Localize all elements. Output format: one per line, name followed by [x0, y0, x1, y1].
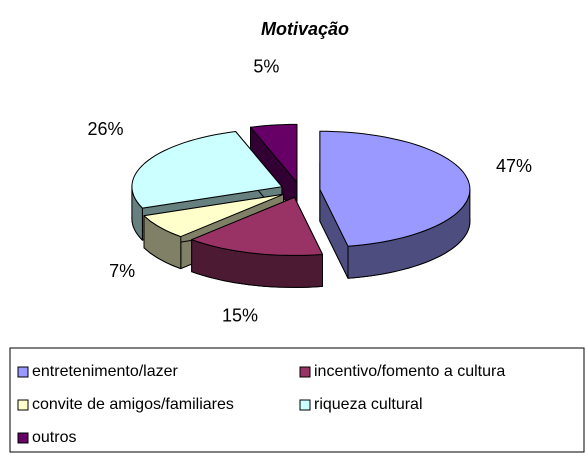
legend-swatch	[17, 399, 29, 411]
data-label: 5%	[253, 56, 279, 76]
legend-swatch	[17, 366, 29, 378]
chart-title: Motivação	[261, 19, 349, 39]
pie-slice	[191, 196, 323, 288]
slice-top	[250, 123, 298, 183]
data-label: 15%	[222, 305, 258, 325]
pie-slice	[319, 130, 471, 279]
legend-label: outros	[32, 429, 76, 446]
slice-top	[319, 130, 471, 247]
legend-swatch	[299, 366, 311, 378]
data-label: 26%	[87, 119, 123, 139]
legend-swatch	[299, 399, 311, 411]
data-label: 7%	[109, 261, 135, 281]
legend-label: riqueza cultural	[314, 396, 423, 413]
legend-label: convite de amigos/familiares	[32, 396, 234, 413]
legend-swatch	[17, 432, 29, 444]
data-label: 47%	[496, 156, 532, 176]
slice-top	[191, 196, 323, 256]
legend-box	[9, 347, 585, 453]
slice-top	[143, 193, 284, 238]
legend-label: entretenimento/lazer	[32, 363, 179, 380]
slice-top	[131, 131, 283, 209]
legend-label: incentivo/fomento a cultura	[314, 363, 505, 380]
